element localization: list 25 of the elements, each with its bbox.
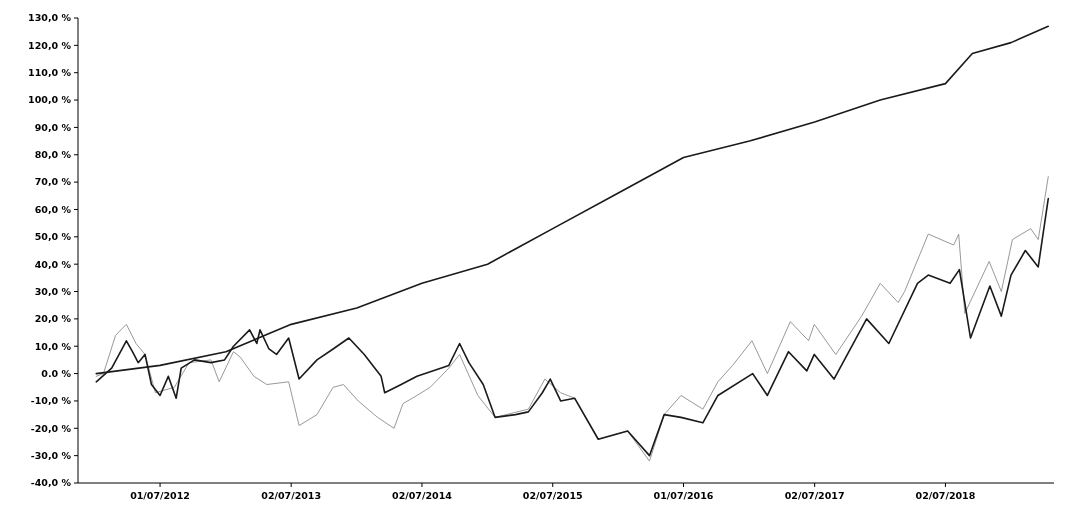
y-tick-label: 60,0 % bbox=[34, 203, 72, 215]
y-tick-label: 130,0 % bbox=[28, 12, 72, 24]
y-tick-label: -40,0 % bbox=[30, 477, 72, 489]
y-tick-label: -20,0 % bbox=[30, 422, 72, 434]
y-tick-label: 10,0 % bbox=[34, 340, 72, 352]
x-tick-label: 02/07/2013 bbox=[261, 490, 322, 501]
y-tick-label: -10,0 % bbox=[30, 395, 72, 407]
y-tick-label: 30,0 % bbox=[34, 285, 72, 297]
x-tick-label: 01/07/2016 bbox=[653, 490, 714, 501]
y-tick-label: 20,0 % bbox=[34, 313, 72, 325]
x-tick-label: 02/07/2017 bbox=[784, 490, 845, 501]
y-tick-label: 110,0 % bbox=[28, 67, 72, 79]
y-tick-label: 120,0 % bbox=[28, 39, 72, 51]
x-tick-label: 02/07/2018 bbox=[915, 490, 976, 501]
y-tick-label: 0.0 % bbox=[41, 367, 72, 379]
y-tick-label: 80,0 % bbox=[34, 149, 72, 161]
x-tick-label: 02/07/2014 bbox=[392, 490, 453, 501]
y-tick-label: 40,0 % bbox=[34, 258, 72, 270]
x-tick-label: 02/07/2015 bbox=[522, 490, 583, 501]
y-tick-label: 90,0 % bbox=[34, 121, 72, 133]
x-tick-label: 01/07/2012 bbox=[130, 490, 190, 501]
y-tick-label: -30,0 % bbox=[30, 449, 72, 461]
y-tick-label: 70,0 % bbox=[34, 176, 72, 188]
y-tick-label: 50,0 % bbox=[34, 231, 72, 243]
y-tick-label: 100,0 % bbox=[28, 94, 72, 106]
